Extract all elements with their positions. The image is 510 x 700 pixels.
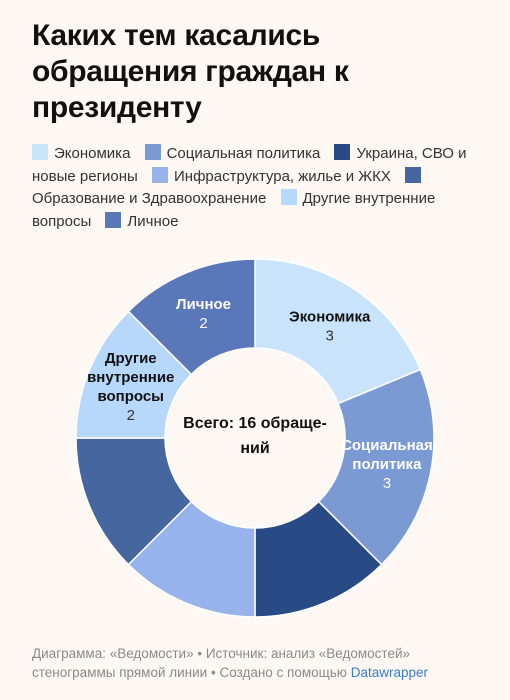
slice-label: вопросы xyxy=(97,388,164,405)
legend-label: Украина, СВО и новые регионы xyxy=(32,145,467,185)
legend-label: Личное xyxy=(127,212,179,230)
legend-swatch xyxy=(280,189,297,205)
legend-swatch xyxy=(334,144,351,160)
legend-item: Социальная политика xyxy=(144,144,321,162)
title-line-3: президенту xyxy=(32,91,202,124)
slice-label: Другие xyxy=(105,350,157,367)
legend-item: Образование и Здравоохранение xyxy=(32,166,427,207)
total-label: Всего: 16 обраще- ний xyxy=(155,411,355,461)
donut-slice xyxy=(254,258,422,405)
slice-value: 2 xyxy=(127,407,135,424)
footer-line-2-text: стенограммы прямой линии • Создано с пом… xyxy=(32,665,347,680)
legend-swatch xyxy=(405,166,422,183)
footer-line-2: стенограммы прямой линии • Создано с пом… xyxy=(32,663,492,682)
chart-footer: Диаграмма: «Ведомости» • Источник: анали… xyxy=(32,644,492,682)
slice-label: Личное xyxy=(176,296,231,313)
legend-item: Украина, СВО и новые регионы xyxy=(32,144,467,185)
datawrapper-link[interactable]: Datawrapper xyxy=(350,665,428,680)
legend-item: Другие внутренние вопросы xyxy=(32,189,436,230)
legend-swatch xyxy=(105,211,122,228)
chart-title: Каких тем касались обращения граждан к п… xyxy=(32,18,492,126)
legend-label: Социальная политика xyxy=(166,145,321,162)
donut-chart: Экономика 3 Социальная политика 3 Другие внутр… xyxy=(75,258,435,618)
donut-slice xyxy=(317,368,435,566)
slice-label: внутренние xyxy=(87,369,174,386)
legend-swatch xyxy=(152,166,168,183)
slice-value: 2 xyxy=(199,315,207,332)
legend-label: Образование и Здравоохранение xyxy=(32,190,267,207)
title-line-2: обращения граждан к xyxy=(32,55,349,88)
total-label-line-2: ний xyxy=(240,440,270,457)
slice-label: Экономика xyxy=(289,309,371,326)
footer-line-1: Диаграмма: «Ведомости» • Источник: анали… xyxy=(32,646,411,661)
title-line-1: Каких тем касались xyxy=(32,19,321,52)
slice-value: 3 xyxy=(383,475,391,492)
legend-item: Личное xyxy=(105,211,179,230)
legend-label: Другие внутренние вопросы xyxy=(32,190,436,230)
legend-swatch xyxy=(144,144,161,160)
chart-legend: Экономика Социальная политика Украина, С… xyxy=(32,143,494,233)
legend-label: Инфраструктура, жилье и ЖКХ xyxy=(174,167,391,185)
slice-label: Социальная xyxy=(341,437,433,454)
legend-label: Экономика xyxy=(54,145,131,162)
total-label-line-1: Всего: 16 обраще- xyxy=(183,415,327,432)
legend-item: Экономика xyxy=(32,144,131,162)
donut-slice xyxy=(127,258,256,376)
legend-item: Инфраструктура, жилье и ЖКХ xyxy=(152,166,391,185)
slice-value: 3 xyxy=(326,328,334,345)
legend-swatch xyxy=(32,144,48,160)
slice-label: политика xyxy=(352,456,422,473)
